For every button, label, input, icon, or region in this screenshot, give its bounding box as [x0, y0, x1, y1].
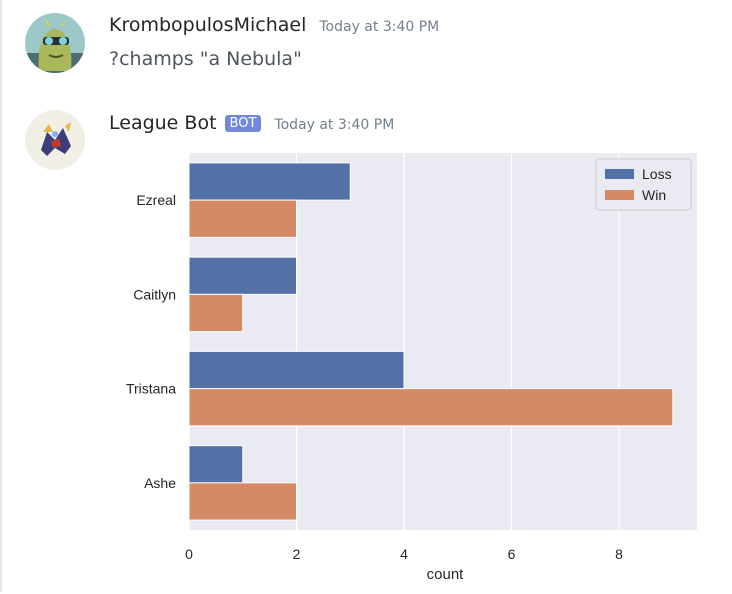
x-axis-label: count — [427, 566, 465, 583]
y-tick-label: Ezreal — [136, 192, 176, 208]
bar-tristana-loss — [188, 350, 405, 390]
bar-chart: Ezreal Caitlyn Tristana Ashe 0 2 4 6 8 count Loss W… — [126, 153, 697, 583]
legend-label: Win — [642, 187, 666, 203]
bar-ashe-loss — [188, 445, 244, 484]
bar-ezreal-win — [188, 199, 298, 238]
x-tick-label: 8 — [615, 546, 623, 562]
x-tick-label: 0 — [185, 546, 193, 562]
y-tick-label: Ashe — [144, 475, 176, 491]
bar-tristana-win — [188, 388, 674, 427]
chart-image-attachment[interactable]: Ezreal Caitlyn Tristana Ashe 0 2 4 6 8 count Loss W… — [109, 140, 709, 590]
message-timestamp: Today at 3:40 PM — [319, 19, 440, 35]
bot-avatar-icon[interactable] — [25, 110, 85, 170]
message-list-edge — [0, 0, 2, 592]
author-name[interactable]: League Bot — [109, 112, 217, 134]
message-text: ?champs "a Nebula" — [109, 48, 302, 70]
bar-caitlyn-win — [188, 293, 244, 333]
x-tick-label: 4 — [400, 546, 408, 562]
x-tick-label: 6 — [508, 546, 516, 562]
y-tick-label: Tristana — [126, 381, 176, 397]
legend-swatch-win — [605, 190, 634, 200]
bar-ashe-win — [188, 482, 298, 521]
y-tick-label: Caitlyn — [133, 286, 176, 302]
legend-swatch-loss — [605, 169, 634, 179]
author-name[interactable]: KrombopulosMichael — [109, 14, 307, 36]
bar-caitlyn-loss — [188, 256, 298, 295]
x-tick-label: 2 — [293, 546, 301, 562]
alien-avatar-icon[interactable] — [25, 13, 85, 73]
message-timestamp: Today at 3:40 PM — [274, 117, 395, 133]
bot-tag-badge: BOT — [224, 115, 262, 132]
legend-label: Loss — [642, 166, 672, 182]
bar-ezreal-loss — [188, 162, 351, 201]
